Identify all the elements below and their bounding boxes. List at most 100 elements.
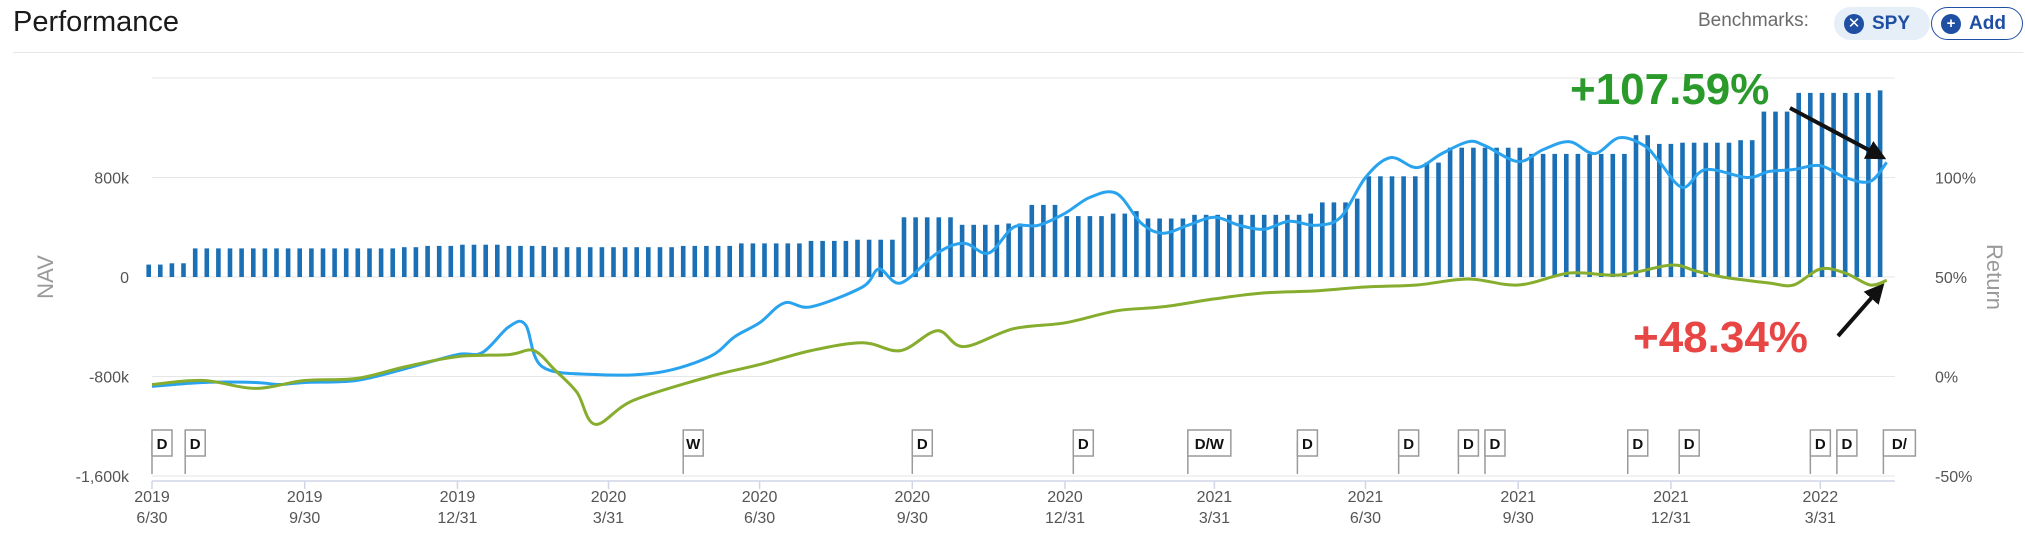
nav-bar	[646, 247, 651, 277]
nav-bar	[1122, 213, 1128, 277]
x-tick-year: 2020	[591, 489, 627, 506]
nav-bar	[1215, 214, 1220, 277]
marker-label: W	[686, 436, 701, 453]
x-tick-date: 3/31	[1805, 510, 1836, 527]
dividend-marker: W	[682, 429, 704, 474]
nav-bar	[994, 224, 1000, 277]
series-line-portfolio	[151, 136, 1888, 388]
nav-bar	[1366, 176, 1372, 277]
nav-bar	[1157, 218, 1162, 277]
nav-bar	[808, 240, 814, 277]
x-tick-date: 6/30	[744, 510, 775, 527]
nav-bar	[483, 244, 488, 277]
nav-bar	[378, 248, 384, 277]
marker-box	[1187, 429, 1232, 457]
nav-bar	[1703, 142, 1709, 277]
nav-bar	[541, 245, 547, 277]
nav-bar	[727, 245, 732, 277]
nav-bar	[622, 247, 628, 277]
nav-bar	[1273, 214, 1279, 277]
nav-bar	[471, 244, 477, 277]
nav-bar	[936, 217, 942, 277]
marker-box	[682, 429, 704, 457]
nav-bar	[1308, 213, 1313, 277]
nav-bar	[1471, 147, 1476, 277]
nav-bar	[448, 245, 454, 277]
left-tick-label: -1,600k	[76, 469, 130, 486]
nav-bar	[413, 247, 419, 277]
marker-box	[1457, 429, 1480, 457]
nav-bar	[599, 247, 605, 277]
nav-bar	[1436, 162, 1441, 277]
nav-bar	[1145, 218, 1151, 277]
nav-bar	[367, 248, 372, 277]
annotation-arrow	[1836, 283, 1885, 338]
add-benchmark-button[interactable]: + Add	[1931, 7, 2023, 40]
annotations: +107.59% +48.34%	[1570, 65, 1887, 362]
nav-bar	[1006, 223, 1011, 277]
nav-bar	[227, 248, 233, 277]
nav-bar	[1017, 223, 1023, 277]
nav-bar	[820, 240, 825, 277]
nav-bar	[181, 263, 186, 277]
nav-bar	[1564, 153, 1569, 277]
nav-bar	[971, 224, 976, 277]
marker-box	[1809, 429, 1832, 457]
nav-bar	[1192, 214, 1197, 277]
marker-label: D/W	[1195, 436, 1225, 453]
nav-bar	[1087, 216, 1093, 277]
nav-bar	[762, 243, 767, 277]
nav-bar	[1819, 92, 1825, 278]
benchmark-chip-label: SPY	[1872, 12, 1911, 34]
nav-bar	[692, 245, 698, 277]
nav-bar	[1331, 202, 1337, 277]
nav-bar	[1029, 204, 1035, 277]
nav-bar	[797, 243, 802, 277]
nav-bar	[1041, 204, 1046, 277]
nav-bar	[1773, 111, 1778, 277]
nav-bar	[1877, 90, 1883, 278]
page-title: Performance	[13, 6, 180, 38]
right-tick-label: 0%	[1935, 370, 1958, 387]
grid	[152, 77, 1895, 482]
left-tick-label: 800k	[94, 171, 130, 188]
nav-bar	[320, 248, 326, 277]
marker-label: D	[1841, 436, 1852, 453]
right-tick-label: -50%	[1935, 469, 1972, 486]
nav-bar	[390, 248, 395, 277]
nav-bar	[715, 245, 721, 277]
nav-bar	[1285, 214, 1290, 277]
nav-bar	[1424, 162, 1430, 277]
nav-bar	[878, 239, 883, 277]
x-tick-year: 2021	[1197, 489, 1233, 506]
dividend-marker: D	[151, 429, 173, 474]
marker-label: D	[1490, 436, 1501, 453]
nav-bar	[1575, 153, 1581, 277]
remove-icon[interactable]: ✕	[1844, 13, 1864, 34]
right-axis-title: Return	[1982, 244, 2007, 310]
nav-bar	[587, 247, 593, 277]
nav-bar	[1633, 135, 1639, 277]
nav-bar	[1261, 214, 1267, 277]
x-tick-year: 2021	[1653, 489, 1689, 506]
dividend-marker: D	[1296, 429, 1319, 474]
nav-bar	[1459, 147, 1464, 277]
marker-label: D	[1815, 436, 1826, 453]
nav-bar	[1529, 153, 1534, 277]
nav-bar	[1343, 202, 1348, 277]
dividend-marker: D	[184, 429, 206, 474]
nav-bar	[1854, 92, 1860, 278]
nav-bar	[773, 243, 779, 277]
return-lines	[151, 136, 1888, 426]
x-tick-date: 12/31	[437, 510, 477, 527]
annotation-spy-return: +48.34%	[1633, 313, 1808, 362]
nav-bar	[576, 247, 581, 277]
nav-bar	[924, 217, 930, 277]
nav-bar	[216, 248, 221, 277]
nav-bar	[239, 248, 244, 277]
benchmark-chip-spy[interactable]: ✕ SPY	[1834, 7, 1930, 40]
nav-bar	[1238, 214, 1244, 277]
nav-bar	[262, 248, 268, 277]
x-tick-year: 2020	[742, 489, 778, 506]
dividend-marker: D	[1457, 429, 1480, 474]
